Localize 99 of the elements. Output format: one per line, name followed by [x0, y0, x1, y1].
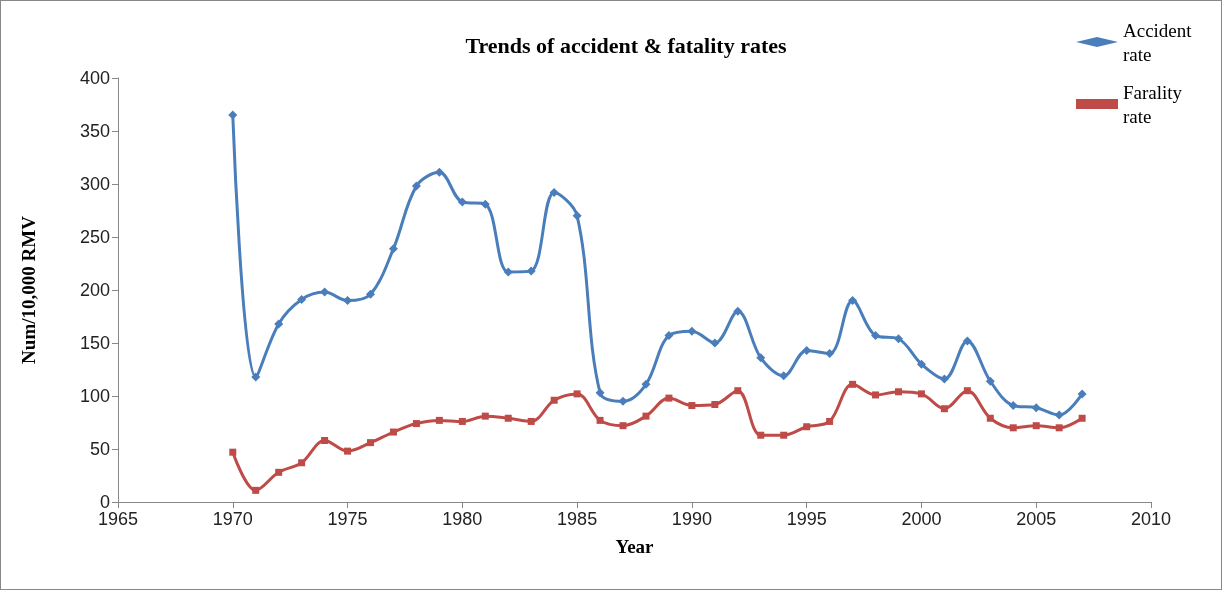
point — [688, 402, 696, 410]
point — [435, 416, 443, 424]
point — [848, 296, 858, 306]
point — [642, 412, 650, 420]
point — [1008, 401, 1018, 411]
point — [618, 396, 628, 406]
x-axis-title: Year — [615, 536, 655, 557]
point — [939, 374, 949, 384]
point — [825, 349, 835, 359]
point — [596, 416, 604, 424]
point — [481, 412, 489, 420]
y-tick-label: 100 — [79, 386, 110, 406]
point — [826, 417, 834, 425]
point — [388, 244, 398, 254]
point — [985, 376, 995, 386]
point — [572, 211, 582, 221]
point — [779, 371, 789, 381]
x-tick-label: 1975 — [327, 509, 368, 529]
x-tick-label: 1980 — [442, 509, 483, 529]
point — [412, 420, 420, 428]
point — [711, 400, 719, 408]
point — [549, 187, 559, 197]
point — [1009, 424, 1017, 432]
point — [434, 167, 444, 177]
point — [298, 459, 306, 467]
x-tick-label: 1995 — [786, 509, 827, 529]
y-tick-label: 300 — [79, 174, 110, 194]
point — [641, 379, 651, 389]
point — [734, 387, 742, 395]
point — [1055, 424, 1063, 432]
y-tick-label: 400 — [79, 68, 110, 88]
point — [229, 448, 237, 456]
point — [894, 388, 902, 396]
point — [321, 437, 329, 445]
point — [940, 405, 948, 413]
point — [986, 414, 994, 422]
point — [457, 197, 467, 207]
point — [550, 396, 558, 404]
point — [665, 394, 673, 402]
chart-title: Trends of accident & fatality rates — [465, 32, 788, 58]
x-tick-label: 2005 — [1016, 509, 1057, 529]
point — [275, 468, 283, 476]
point — [504, 414, 512, 422]
legend-label: Accident rate — [1123, 19, 1197, 65]
point — [803, 423, 811, 431]
point — [297, 295, 307, 305]
point — [573, 390, 581, 398]
point — [527, 417, 535, 425]
point — [687, 326, 697, 336]
point — [756, 353, 766, 363]
point — [344, 447, 352, 455]
point — [1077, 389, 1087, 399]
y-tick-label: 350 — [79, 121, 110, 141]
point — [849, 380, 857, 388]
point — [274, 319, 284, 329]
point — [872, 391, 880, 399]
y-tick-label: 50 — [89, 439, 110, 459]
x-tick-label: 1985 — [557, 509, 598, 529]
x-tick-label: 2000 — [901, 509, 942, 529]
point — [619, 422, 627, 430]
point — [411, 181, 421, 191]
point — [251, 372, 261, 382]
point — [802, 345, 812, 355]
point — [252, 486, 260, 494]
point — [916, 359, 926, 369]
point — [733, 306, 743, 316]
point — [1031, 403, 1041, 413]
point — [664, 331, 674, 341]
point — [963, 387, 971, 395]
point — [503, 267, 513, 277]
point — [893, 334, 903, 344]
legend-label: Farality rate — [1123, 81, 1187, 127]
y-tick-label: 150 — [79, 333, 110, 353]
point — [367, 439, 375, 447]
point — [962, 336, 972, 346]
y-tick-label: 200 — [79, 280, 110, 300]
x-tick-label: 1990 — [671, 509, 712, 529]
point — [710, 338, 720, 348]
y-axis-title: Num/10,000 RMV — [18, 215, 39, 364]
point — [366, 289, 376, 299]
point — [780, 431, 788, 439]
point — [1032, 422, 1040, 430]
x-tick-label: 1970 — [212, 509, 253, 529]
point — [389, 428, 397, 436]
point — [595, 388, 605, 398]
y-tick-label: 250 — [79, 227, 110, 247]
point — [458, 417, 466, 425]
point — [526, 266, 536, 276]
point — [1054, 410, 1064, 420]
point — [480, 199, 490, 209]
point — [228, 110, 238, 120]
point — [320, 287, 330, 297]
point — [917, 390, 925, 398]
point — [1078, 414, 1086, 422]
y-tick-label: 0 — [99, 492, 110, 512]
x-tick-label: 2010 — [1130, 509, 1172, 529]
x-tick-label: 1965 — [97, 509, 139, 529]
point — [757, 431, 765, 439]
point — [871, 331, 881, 341]
